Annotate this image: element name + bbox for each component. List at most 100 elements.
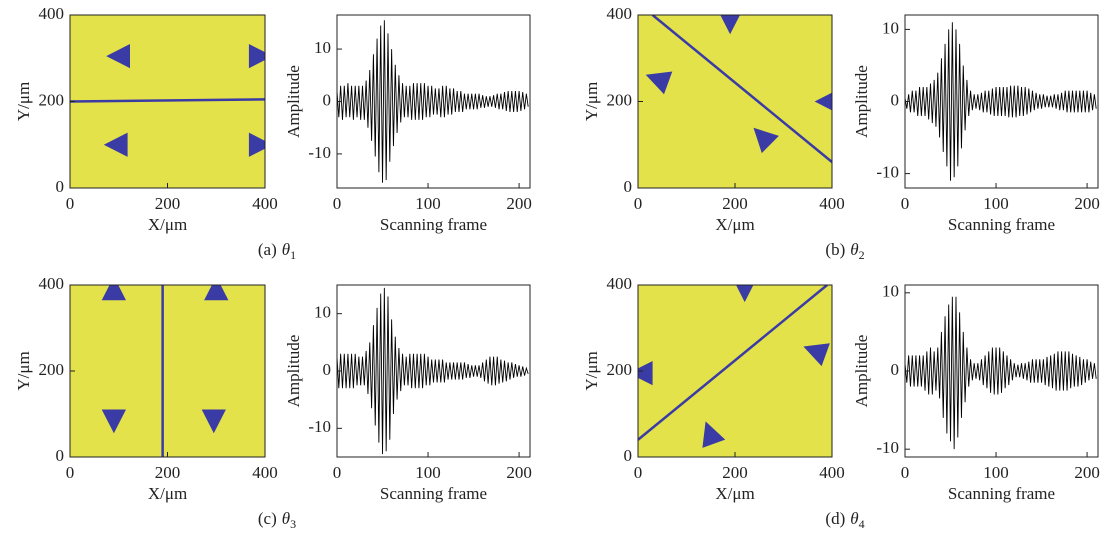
x-tick-label: 200 — [506, 463, 532, 482]
y-tick-label: 0 — [323, 360, 332, 379]
y-tick-label: 10 — [882, 18, 899, 37]
waveform — [905, 22, 1096, 181]
y-tick-label: 400 — [39, 4, 65, 23]
caption-label: (c) — [258, 509, 277, 528]
x-tick-label: 400 — [252, 194, 278, 213]
caption-subscript: 4 — [859, 517, 865, 531]
y-tick-label: 0 — [56, 177, 65, 196]
panel-caption: (d) θ4 — [825, 509, 864, 531]
x-tick-label: 0 — [333, 463, 342, 482]
axes-frame — [337, 285, 530, 457]
y-axis-label: Amplitude — [852, 65, 871, 138]
x-axis-label: X/μm — [148, 215, 187, 234]
y-axis-label: Y/μm — [582, 351, 601, 390]
x-axis-label: Scanning frame — [948, 215, 1055, 234]
x-tick-label: 0 — [333, 194, 342, 213]
x-axis-label: X/μm — [715, 484, 754, 503]
y-tick-label: 400 — [607, 4, 633, 23]
plot-area — [905, 22, 1096, 181]
waveform — [337, 20, 528, 183]
x-tick-label: 200 — [1074, 463, 1100, 482]
scan-background — [70, 285, 265, 457]
x-tick-label: 0 — [634, 194, 643, 213]
x-tick-label: 100 — [415, 463, 441, 482]
x-tick-label: 0 — [634, 463, 643, 482]
plot-area — [629, 278, 832, 457]
panel-caption: (b) θ2 — [825, 240, 864, 262]
axes-frame — [905, 15, 1098, 188]
y-tick-label: -10 — [876, 438, 899, 457]
y-tick-label: 200 — [607, 360, 633, 379]
x-tick-label: 0 — [901, 463, 910, 482]
x-tick-label: 100 — [983, 463, 1009, 482]
plot-area — [905, 297, 1096, 449]
x-axis-label: Scanning frame — [948, 484, 1055, 503]
panel-caption: (c) θ3 — [258, 509, 296, 531]
y-tick-label: 10 — [882, 282, 899, 301]
x-tick-label: 200 — [722, 463, 748, 482]
y-axis-label: Amplitude — [284, 65, 303, 138]
caption-subscript: 1 — [290, 248, 296, 262]
y-axis-label: Amplitude — [284, 335, 303, 408]
x-tick-label: 0 — [901, 194, 910, 213]
waveform — [337, 288, 528, 454]
y-tick-label: -10 — [876, 162, 899, 181]
y-tick-label: 0 — [323, 90, 332, 109]
y-tick-label: 200 — [39, 90, 65, 109]
caption-symbol: θ — [850, 509, 858, 528]
y-axis-label: Y/μm — [582, 82, 601, 121]
plot-area — [337, 20, 528, 183]
x-tick-label: 400 — [819, 463, 845, 482]
y-tick-label: 0 — [56, 446, 65, 465]
plot-area — [337, 288, 528, 454]
y-tick-label: 10 — [314, 38, 331, 57]
x-axis-label: Scanning frame — [380, 215, 487, 234]
y-tick-label: 400 — [39, 274, 65, 293]
x-axis-label: Scanning frame — [380, 484, 487, 503]
caption-subscript: 3 — [290, 517, 296, 531]
y-tick-label: -10 — [308, 417, 331, 436]
y-tick-label: 0 — [891, 360, 900, 379]
y-axis-label: Y/μm — [14, 82, 33, 121]
caption-symbol: θ — [850, 240, 858, 259]
x-tick-label: 0 — [66, 194, 75, 213]
caption-label: (a) — [258, 240, 277, 259]
y-tick-label: 400 — [607, 274, 633, 293]
axes-frame — [905, 285, 1098, 457]
x-tick-label: 100 — [415, 194, 441, 213]
panel-caption: (a) θ1 — [258, 240, 296, 262]
x-tick-label: 200 — [155, 463, 181, 482]
caption-label: (b) — [825, 240, 845, 259]
caption-label: (d) — [825, 509, 845, 528]
x-tick-label: 100 — [983, 194, 1009, 213]
waveform — [905, 297, 1096, 449]
y-tick-label: -10 — [308, 143, 331, 162]
x-tick-label: 200 — [155, 194, 181, 213]
y-tick-label: 0 — [624, 446, 633, 465]
y-tick-label: 0 — [891, 90, 900, 109]
axes-frame — [337, 15, 530, 188]
y-tick-label: 10 — [314, 303, 331, 322]
scan-background — [638, 285, 832, 457]
y-axis-label: Y/μm — [14, 351, 33, 390]
x-tick-label: 200 — [722, 194, 748, 213]
y-tick-label: 0 — [624, 177, 633, 196]
caption-subscript: 2 — [859, 248, 865, 262]
y-tick-label: 200 — [607, 90, 633, 109]
plot-area — [638, 11, 838, 189]
x-tick-label: 200 — [506, 194, 532, 213]
plot-area — [70, 15, 273, 188]
x-tick-label: 0 — [66, 463, 75, 482]
x-tick-label: 200 — [1074, 194, 1100, 213]
y-axis-label: Amplitude — [852, 335, 871, 408]
caption-symbol: θ — [282, 509, 290, 528]
x-axis-label: X/μm — [715, 215, 754, 234]
scan-background — [638, 15, 832, 188]
plot-area — [70, 276, 265, 457]
x-tick-label: 400 — [252, 463, 278, 482]
caption-symbol: θ — [282, 240, 290, 259]
x-axis-label: X/μm — [148, 484, 187, 503]
x-tick-label: 400 — [819, 194, 845, 213]
figure: 02004000200400X/μmY/μm(a)θ10100200-10010… — [0, 0, 1105, 539]
y-tick-label: 200 — [39, 360, 65, 379]
